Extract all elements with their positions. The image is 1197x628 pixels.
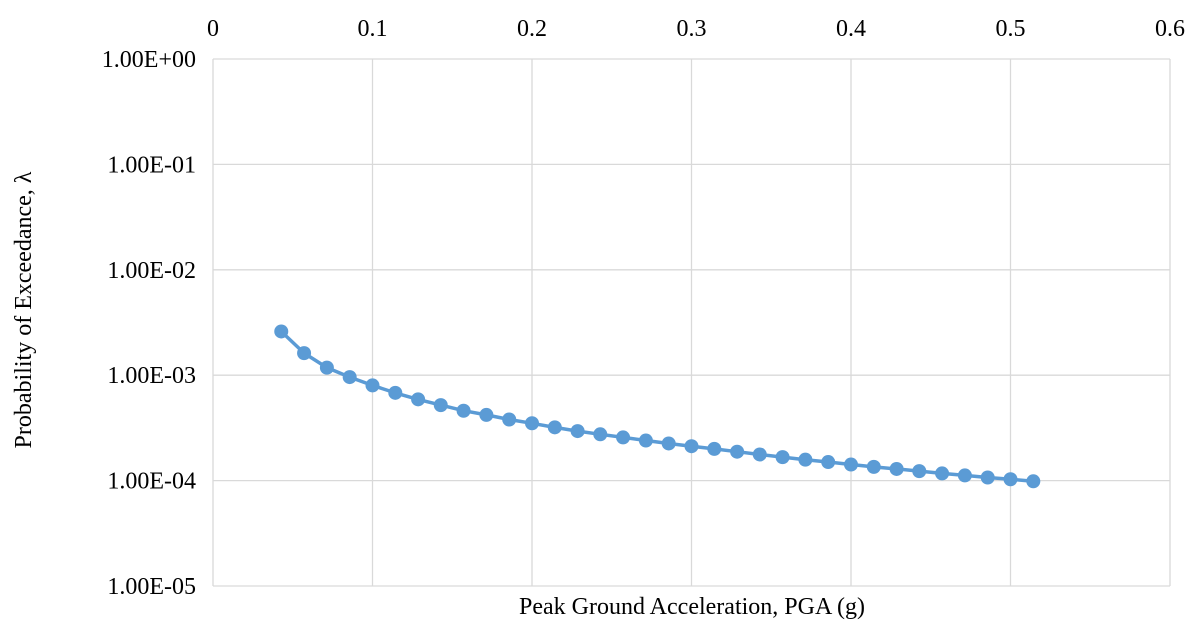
y-tick-label: 1.00E-01 bbox=[107, 152, 196, 178]
data-point bbox=[547, 420, 562, 435]
data-point bbox=[661, 436, 676, 451]
data-point bbox=[479, 407, 494, 422]
y-tick-labels: 1.00E+00 1.00E-01 1.00E-02 1.00E-03 1.00E-04… bbox=[102, 47, 196, 600]
x-tick-label: 0.6 bbox=[1155, 16, 1185, 42]
data-point bbox=[866, 459, 881, 474]
y-tick-label: 1.00E-02 bbox=[107, 258, 196, 284]
data-point bbox=[297, 346, 312, 361]
x-tick-label: 0.5 bbox=[996, 16, 1026, 42]
data-point bbox=[411, 392, 426, 407]
x-tick-labels: 0 0.1 0.2 0.3 0.4 0.5 0.6 bbox=[207, 16, 1185, 42]
data-point bbox=[593, 427, 608, 442]
data-point bbox=[525, 416, 539, 431]
data-point bbox=[638, 433, 653, 448]
y-tick-label: 1.00E-03 bbox=[107, 363, 196, 389]
data-point bbox=[274, 324, 289, 339]
x-tick-label: 0.3 bbox=[677, 16, 707, 42]
data-point bbox=[1003, 472, 1018, 487]
x-tick-label: 0 bbox=[207, 16, 219, 42]
data-point bbox=[319, 360, 334, 375]
data-point bbox=[570, 424, 585, 439]
x-tick-label: 0.1 bbox=[358, 16, 388, 42]
x-axis-title: Peak Ground Acceleration, PGA (g) bbox=[519, 594, 865, 620]
data-point bbox=[365, 378, 380, 393]
data-point bbox=[912, 464, 927, 479]
data-point bbox=[456, 403, 471, 418]
y-axis-title: Probability of Exceedance, λ bbox=[11, 171, 37, 448]
data-point bbox=[844, 457, 858, 472]
data-point bbox=[798, 452, 813, 467]
data-point bbox=[388, 385, 403, 400]
x-tick-label: 0.4 bbox=[836, 16, 866, 42]
data-point bbox=[935, 466, 950, 481]
data-point bbox=[821, 455, 836, 470]
data-point bbox=[342, 370, 357, 385]
series-line bbox=[280, 330, 1034, 484]
data-point bbox=[707, 441, 722, 456]
data-point bbox=[684, 439, 699, 454]
grid bbox=[212, 58, 1171, 587]
y-tick-label: 1.00E+00 bbox=[102, 47, 196, 73]
data-point bbox=[502, 412, 517, 427]
x-tick-label: 0.2 bbox=[517, 16, 547, 42]
data-point bbox=[957, 468, 972, 483]
data-point bbox=[889, 461, 904, 476]
y-tick-label: 1.00E-05 bbox=[107, 574, 196, 600]
data-point bbox=[616, 430, 631, 445]
data-series bbox=[274, 324, 1041, 489]
data-point bbox=[980, 470, 995, 485]
data-point bbox=[1026, 474, 1041, 489]
data-point bbox=[433, 398, 448, 413]
data-point bbox=[752, 447, 767, 462]
data-point bbox=[775, 450, 790, 465]
y-tick-label: 1.00E-04 bbox=[107, 469, 196, 495]
data-point bbox=[730, 444, 745, 459]
